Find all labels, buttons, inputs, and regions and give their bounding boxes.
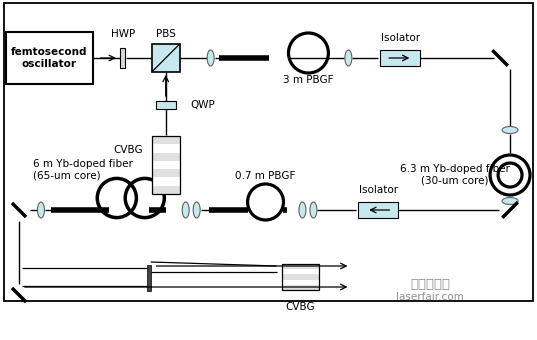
Bar — [152, 136, 180, 194]
Bar — [147, 265, 151, 291]
Bar — [281, 279, 320, 285]
Text: HWP: HWP — [111, 29, 135, 39]
Bar — [120, 48, 125, 68]
Bar — [6, 32, 93, 84]
Ellipse shape — [38, 202, 45, 218]
Text: 6 m Yb-doped fiber
(65-um core): 6 m Yb-doped fiber (65-um core) — [33, 159, 133, 181]
Ellipse shape — [310, 202, 317, 218]
Ellipse shape — [345, 50, 352, 66]
Bar — [152, 161, 180, 169]
Ellipse shape — [193, 202, 200, 218]
Bar — [156, 101, 176, 109]
Text: PBS: PBS — [156, 29, 176, 39]
Text: laserfair.com: laserfair.com — [396, 292, 464, 302]
Text: Isolator: Isolator — [381, 33, 420, 43]
Bar — [152, 186, 180, 194]
Bar — [281, 264, 320, 290]
Bar — [152, 144, 180, 153]
Text: Isolator: Isolator — [359, 185, 398, 195]
Bar — [358, 202, 398, 218]
Text: 6.3 m Yb-doped fiber
(30-um core): 6.3 m Yb-doped fiber (30-um core) — [400, 164, 510, 186]
Ellipse shape — [502, 198, 518, 204]
Ellipse shape — [182, 202, 189, 218]
Bar — [152, 136, 180, 144]
Ellipse shape — [207, 50, 214, 66]
Bar — [281, 269, 320, 274]
Ellipse shape — [299, 202, 306, 218]
Bar — [4, 3, 533, 301]
Bar — [281, 274, 320, 279]
Text: CVBG: CVBG — [113, 145, 143, 155]
Bar — [281, 285, 320, 290]
Bar — [380, 50, 420, 66]
Text: 0.7 m PBGF: 0.7 m PBGF — [235, 171, 296, 181]
Text: QWP: QWP — [191, 100, 215, 110]
Bar — [152, 153, 180, 161]
Bar — [152, 44, 180, 72]
Text: CVBG: CVBG — [286, 302, 315, 312]
Bar — [152, 169, 180, 177]
Text: 3 m PBGF: 3 m PBGF — [283, 75, 333, 85]
Text: 激光制造网: 激光制造网 — [410, 278, 450, 291]
Ellipse shape — [502, 126, 518, 134]
Bar — [281, 264, 320, 269]
Bar — [152, 177, 180, 186]
Text: femtosecond
oscillator: femtosecond oscillator — [11, 47, 87, 69]
